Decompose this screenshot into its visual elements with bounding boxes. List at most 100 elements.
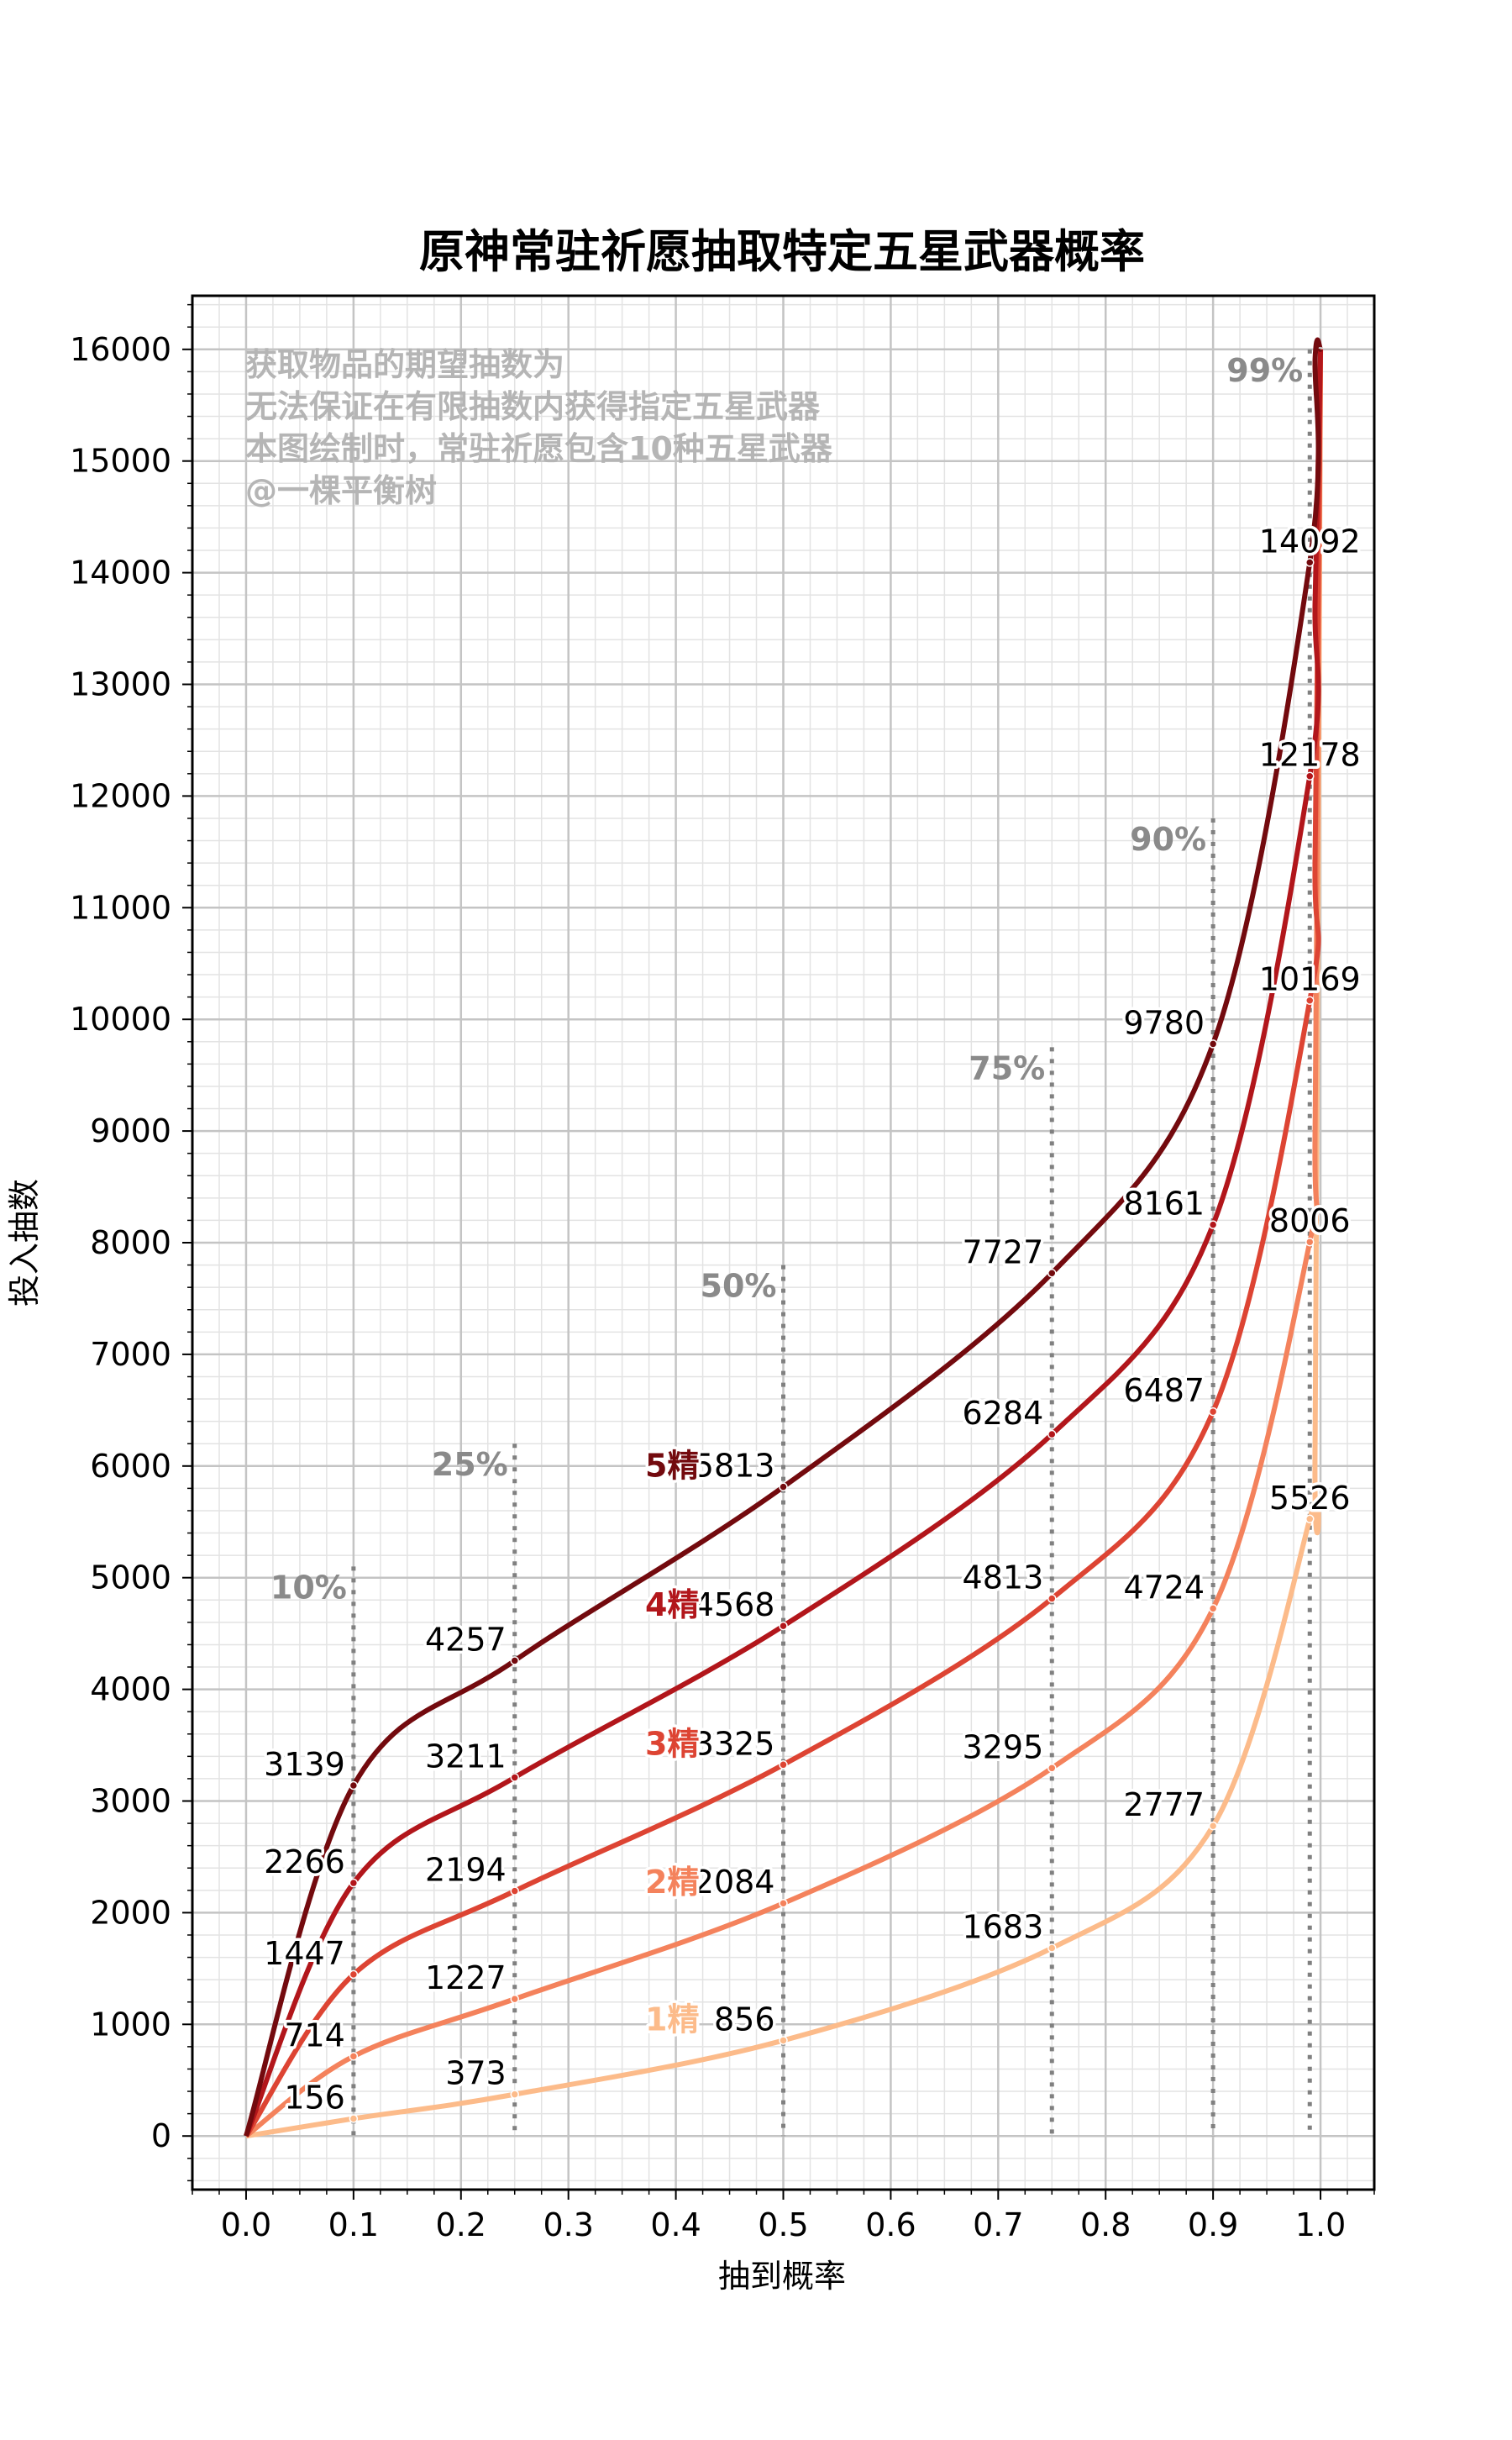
x-tick-label: 0.7 — [973, 2206, 1023, 2243]
y-tick-label: 2000 — [90, 1894, 171, 1931]
data-point — [779, 1482, 788, 1491]
data-point — [510, 1656, 519, 1665]
x-tick-label: 0.2 — [436, 2206, 486, 2243]
x-tick-label: 0.0 — [221, 2206, 271, 2243]
data-point — [1047, 1943, 1057, 1953]
value-label: 14092 — [1259, 523, 1361, 560]
series-tag-label: 4精 — [645, 1586, 699, 1623]
y-tick-label: 4000 — [90, 1671, 171, 1708]
value-label: 1447 — [264, 1935, 345, 1972]
data-point — [779, 1621, 788, 1631]
data-point — [1208, 1039, 1218, 1049]
y-tick-label: 0 — [151, 2117, 171, 2154]
y-tick-label: 16000 — [70, 331, 171, 368]
data-point — [1047, 1429, 1057, 1439]
y-axis-ticks: 0 1000 2000 3000 4000 5000 6000 7000 8000 9000 100… — [70, 303, 192, 2182]
series-tag-label: 2精 — [645, 1864, 699, 1901]
series-tag-label: 3精 — [645, 1725, 699, 1762]
value-label: 4257 — [425, 1621, 507, 1658]
x-tick-label: 0.3 — [543, 2206, 593, 2243]
note-pool-size: 本图绘制时，常驻祈愿包含10种五星武器 — [245, 430, 833, 467]
value-label: 3295 — [963, 1728, 1044, 1765]
data-point — [1305, 558, 1315, 567]
value-label: 856 — [714, 2001, 775, 2038]
note-no-guarantee: 无法保证在有限抽数内获得指定五星武器 — [245, 388, 821, 425]
percentile-label: 90% — [1130, 821, 1206, 858]
value-label: 1683 — [963, 1909, 1044, 1946]
series-tag-label: 1精 — [645, 2001, 699, 2038]
value-label: 8161 — [1123, 1186, 1205, 1223]
value-label: 2194 — [425, 1852, 507, 1889]
value-label: 714 — [284, 2017, 345, 2053]
data-point — [349, 1878, 359, 1888]
data-point — [349, 2052, 359, 2061]
value-label: 6487 — [1123, 1372, 1205, 1409]
data-point — [510, 1773, 519, 1782]
value-label: 10169 — [1259, 961, 1361, 998]
value-label: 2084 — [694, 1864, 775, 1901]
x-tick-label: 0.4 — [650, 2206, 701, 2243]
x-tick-label: 0.8 — [1080, 2206, 1131, 2243]
value-label: 156 — [284, 2079, 345, 2116]
data-point — [349, 2114, 359, 2123]
percentile-label: 75% — [969, 1049, 1045, 1086]
y-tick-label: 14000 — [70, 555, 171, 592]
y-tick-label: 9000 — [90, 1112, 171, 1149]
value-label: 4813 — [963, 1559, 1044, 1596]
x-tick-label: 0.5 — [758, 2206, 808, 2243]
data-point — [1047, 1269, 1057, 1278]
data-point — [779, 2036, 788, 2045]
percentile-label: 50% — [701, 1268, 777, 1305]
value-label: 7727 — [963, 1233, 1044, 1270]
value-label: 5813 — [694, 1448, 775, 1485]
series-line-2 — [244, 349, 1324, 2138]
chart-title: 原神常驻祈愿抽取特定五星武器概率 — [419, 225, 1145, 278]
series-tag-label: 5精 — [645, 1448, 699, 1485]
series-line-3 — [244, 349, 1324, 2138]
y-tick-label: 3000 — [90, 1783, 171, 1820]
value-label: 1227 — [425, 1959, 507, 1996]
data-point — [1208, 1220, 1218, 1229]
value-label: 2266 — [264, 1843, 345, 1880]
data-point — [779, 1760, 788, 1770]
percentile-label: 99% — [1226, 352, 1303, 389]
y-tick-label: 6000 — [90, 1448, 171, 1485]
reference-lines: 10% 25% 50% 75% 90% 99% — [270, 349, 1312, 2137]
y-tick-label: 7000 — [90, 1336, 171, 1373]
value-label: 5526 — [1269, 1480, 1351, 1517]
note-expected-pulls: 获取物品的期望抽数为 — [245, 346, 564, 383]
data-point — [1305, 1514, 1315, 1524]
value-label: 3211 — [425, 1738, 507, 1775]
y-tick-label: 5000 — [90, 1559, 171, 1596]
data-point — [1047, 1594, 1057, 1603]
value-labels: 156 373 856 1683 2777 5526 1精 714 1227 2084 3295 47… — [261, 520, 1364, 2119]
value-label: 9780 — [1123, 1004, 1205, 1041]
x-axis-ticks: 0.0 0.1 0.2 0.3 0.4 0.5 0.6 0.7 0.8 0.9 1.0 — [192, 2190, 1375, 2243]
value-label: 4724 — [1123, 1569, 1205, 1606]
data-point — [1305, 996, 1315, 1005]
x-tick-label: 0.1 — [328, 2206, 379, 2243]
y-tick-label: 1000 — [90, 2006, 171, 2043]
value-label: 6284 — [963, 1395, 1044, 1432]
y-tick-label: 15000 — [70, 443, 171, 480]
data-point — [1305, 771, 1315, 781]
data-markers — [349, 558, 1315, 2123]
data-point — [1208, 1821, 1218, 1831]
y-tick-label: 11000 — [70, 889, 171, 926]
value-label: 3325 — [694, 1725, 775, 1762]
value-label: 8006 — [1269, 1202, 1351, 1239]
data-point — [1305, 1237, 1315, 1247]
data-point — [349, 1780, 359, 1791]
data-point — [510, 2090, 519, 2099]
y-tick-label: 13000 — [70, 665, 171, 702]
chart-notes: 获取物品的期望抽数为 无法保证在有限抽数内获得指定五星武器 本图绘制时，常驻祈愿… — [245, 346, 833, 509]
y-tick-label: 8000 — [90, 1224, 171, 1261]
value-label: 12178 — [1259, 737, 1361, 774]
y-tick-label: 12000 — [70, 777, 171, 814]
x-tick-label: 0.9 — [1188, 2206, 1238, 2243]
value-label: 3139 — [264, 1746, 345, 1783]
data-point — [1208, 1604, 1218, 1613]
data-point — [1208, 1407, 1218, 1417]
series-line-5 — [244, 337, 1324, 2138]
